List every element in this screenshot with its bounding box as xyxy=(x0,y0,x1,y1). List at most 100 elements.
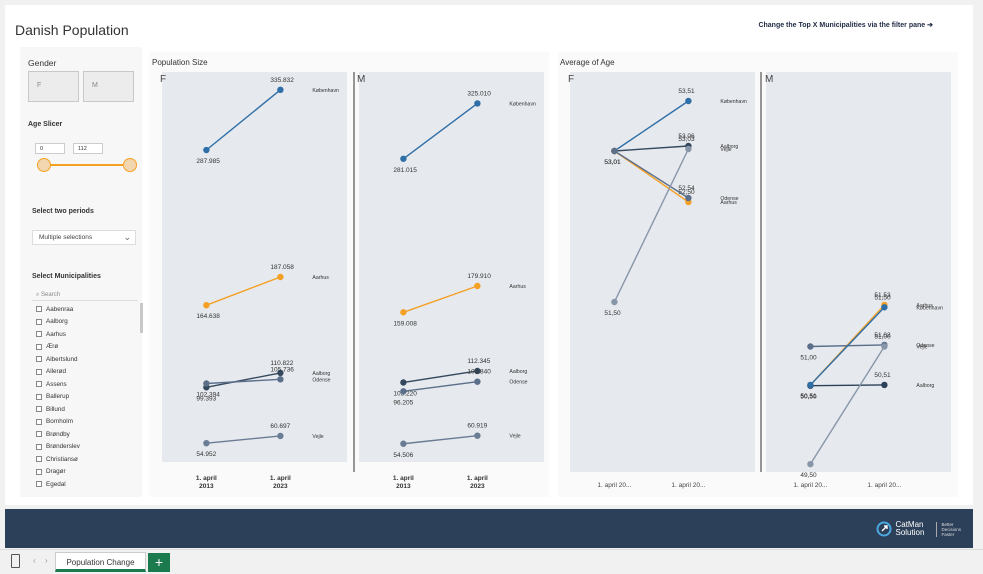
checkbox[interactable] xyxy=(36,393,42,400)
municipality-item[interactable]: Aabenraa xyxy=(32,303,136,316)
series-line xyxy=(205,89,281,151)
population-size-card: Population Size 287.985 335.832 København 1… xyxy=(149,52,549,497)
checkbox[interactable] xyxy=(36,468,42,475)
municipality-label: Brøndby xyxy=(46,430,70,438)
data-label: 54.506 xyxy=(393,452,413,459)
municipality-item[interactable]: Egedal xyxy=(32,478,136,491)
series-line xyxy=(403,285,478,313)
age-max-input[interactable]: 112 xyxy=(73,143,103,154)
plot-area xyxy=(766,72,951,472)
municipality-item[interactable]: Aalborg xyxy=(32,316,136,329)
checkbox[interactable] xyxy=(36,356,42,363)
search-input[interactable]: Search xyxy=(41,292,61,298)
age-min-input[interactable]: 0 xyxy=(35,143,65,154)
x-tick-label: 2023 xyxy=(470,483,485,490)
checkbox[interactable] xyxy=(36,331,42,338)
age-slider-max-handle[interactable] xyxy=(123,158,137,172)
data-label: 52,50 xyxy=(678,189,695,196)
age-slider-min-handle[interactable] xyxy=(37,158,51,172)
checkbox[interactable] xyxy=(36,318,42,325)
data-label: 53,01 xyxy=(604,159,621,166)
municipality-label: Aarhus xyxy=(46,330,66,338)
municipality-item[interactable]: Brønderslev xyxy=(32,441,136,454)
series-line xyxy=(206,378,281,385)
prev-page-icon[interactable]: ‹ xyxy=(33,556,36,565)
checkbox[interactable] xyxy=(36,406,42,413)
checkbox[interactable] xyxy=(36,418,42,425)
municipality-label: Ballerup xyxy=(46,393,70,401)
data-point xyxy=(400,440,407,447)
municipality-item[interactable]: Albertslund xyxy=(32,353,136,366)
population-panel-m-label: M xyxy=(357,74,366,85)
series-line xyxy=(614,150,689,199)
checkbox[interactable] xyxy=(36,481,42,488)
series-name-label: Vejle xyxy=(312,434,323,440)
data-point xyxy=(685,194,692,202)
next-page-icon[interactable]: › xyxy=(45,556,48,565)
series-line xyxy=(810,384,885,387)
municipality-item[interactable]: Allerød xyxy=(32,366,136,379)
series-name-label: Aalborg xyxy=(720,144,738,150)
checkbox[interactable] xyxy=(36,343,42,350)
checkbox[interactable] xyxy=(36,381,42,388)
municipality-scrollbar[interactable] xyxy=(140,303,143,333)
municipality-item[interactable]: Ballerup xyxy=(32,391,136,404)
x-tick-label: 1. april xyxy=(196,475,217,482)
gender-button-m[interactable]: M xyxy=(83,71,134,102)
checkbox[interactable] xyxy=(36,443,42,450)
municipality-item[interactable]: Christiansø xyxy=(32,453,136,466)
municipality-search[interactable]: ⌕ Search xyxy=(32,292,138,301)
brand-name: CatMan Solution xyxy=(895,521,931,537)
series-name-label: København xyxy=(720,99,747,105)
tagline-3: Faster xyxy=(941,531,955,537)
page-tab-bar: ‹ › Population Change + xyxy=(0,549,983,574)
data-point xyxy=(203,301,210,309)
series-name-label: Vejle xyxy=(916,345,927,351)
data-label: 51,02 xyxy=(874,332,891,339)
series-name-label: København xyxy=(509,101,536,107)
data-point xyxy=(277,376,284,383)
mobile-layout-icon[interactable] xyxy=(11,554,20,568)
age-slider-track[interactable] xyxy=(37,164,123,166)
municipality-item[interactable]: Bornholm xyxy=(32,416,136,429)
series-line xyxy=(614,145,689,152)
series-name-label: Aalborg xyxy=(509,369,527,375)
checkbox[interactable] xyxy=(36,306,42,313)
series-line xyxy=(809,306,885,386)
periods-dropdown[interactable]: Multiple selections ⌄ xyxy=(32,230,136,245)
data-point xyxy=(400,309,407,316)
data-label: 112.345 xyxy=(467,358,490,365)
checkbox[interactable] xyxy=(36,456,42,463)
data-point xyxy=(203,146,210,154)
gender-button-f[interactable]: F xyxy=(28,71,79,102)
municipality-item[interactable]: Brøndby xyxy=(32,428,136,441)
brand-tagline: Better Decisions Faster xyxy=(936,521,961,537)
add-page-button[interactable]: + xyxy=(148,553,170,572)
data-point xyxy=(277,432,284,440)
data-label: 103.220 xyxy=(393,390,417,397)
data-point xyxy=(400,155,407,162)
data-point xyxy=(474,378,481,385)
catman-logo: CatMan Solution Better Decisions Faster xyxy=(876,521,961,537)
data-label: 103.840 xyxy=(467,369,491,376)
checkbox[interactable] xyxy=(36,368,42,375)
data-point xyxy=(807,460,814,468)
municipality-item[interactable]: Dragør xyxy=(32,466,136,479)
data-label: 102.394 xyxy=(196,392,220,399)
series-name-label: Odense xyxy=(509,380,527,386)
municipality-item[interactable]: Aarhus xyxy=(32,328,136,341)
checkbox[interactable] xyxy=(36,431,42,438)
tab-population-change[interactable]: Population Change xyxy=(55,552,146,572)
municipality-item[interactable]: Billund xyxy=(32,403,136,416)
data-label: 50,51 xyxy=(800,393,817,400)
average-age-card: Average of Age 53,01 53,51 København 53,01 5… xyxy=(558,52,958,497)
filter-hint[interactable]: Change the Top X Municipalities via the … xyxy=(758,21,933,29)
municipality-item[interactable]: Ærø xyxy=(32,341,136,354)
age-panel-f-label: F xyxy=(568,74,575,85)
series-name-label: Aarhus xyxy=(720,200,737,206)
municipalities-label: Select Municipalities xyxy=(32,273,101,280)
municipality-item[interactable]: Assens xyxy=(32,378,136,391)
arrow-right-icon: ➔ xyxy=(927,22,933,29)
municipality-label: Bornholm xyxy=(46,418,73,426)
series-name-label: Aarhus xyxy=(916,303,933,309)
